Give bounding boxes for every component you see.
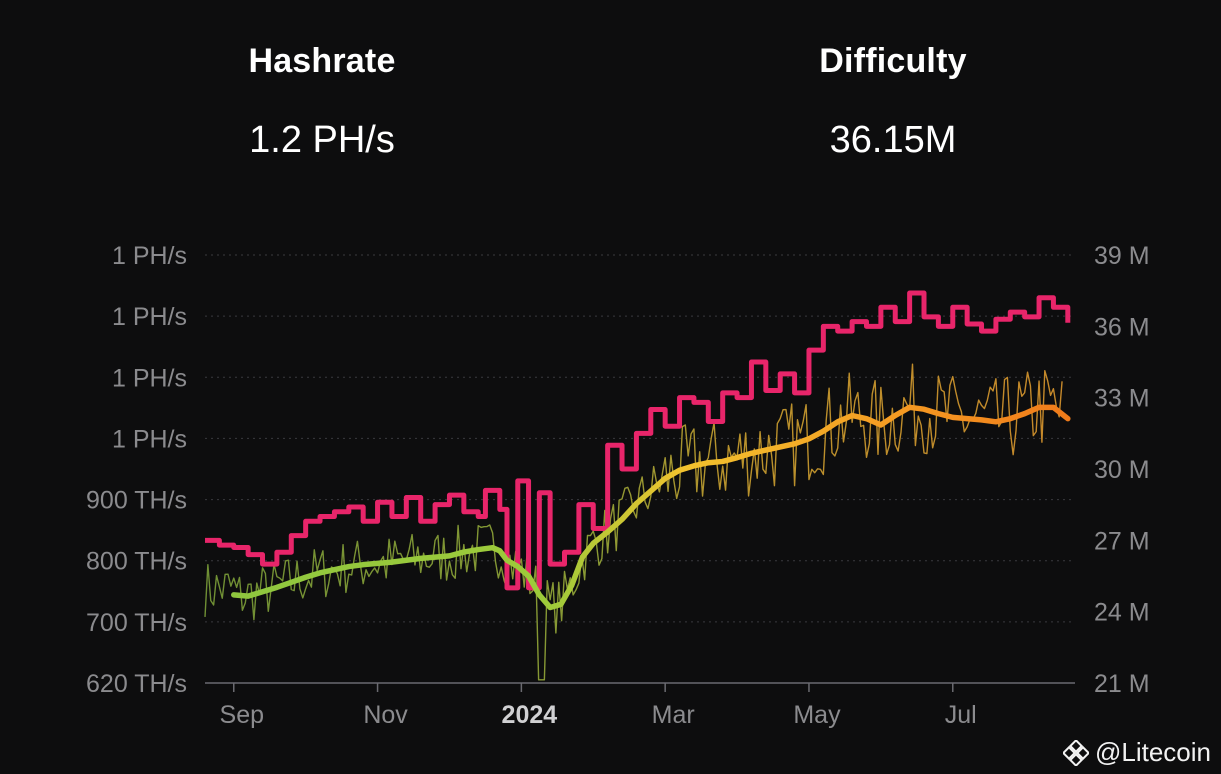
- axis-layer: [205, 682, 1075, 692]
- series-layer: [205, 290, 1071, 611]
- hashrate-avg-line: [231, 404, 1071, 611]
- left-tick-label: 1 PH/s: [112, 242, 187, 270]
- difficulty-label: Difficulty: [819, 42, 967, 80]
- x-tick-label: May: [793, 701, 841, 729]
- x-tick-label: 2024: [502, 701, 558, 729]
- right-tick-label: 33 M: [1094, 385, 1150, 413]
- right-tick-label: 36 M: [1094, 313, 1150, 341]
- binance-square-icon: [1062, 739, 1089, 766]
- difficulty-line: [205, 290, 1071, 591]
- right-tick-label: 24 M: [1094, 599, 1150, 627]
- hashrate-label: Hashrate: [248, 42, 396, 80]
- hashrate-stat: Hashrate 1.2 PH/s: [172, 42, 472, 162]
- left-tick-label: 700 TH/s: [86, 609, 187, 637]
- difficulty-stat: Difficulty 36.15M: [743, 42, 1043, 162]
- left-tick-label: 1 PH/s: [112, 303, 187, 331]
- x-tick-label: Nov: [363, 701, 408, 729]
- right-tick-label: 30 M: [1094, 456, 1150, 484]
- x-tick-label: Mar: [652, 701, 695, 729]
- right-tick-label: 21 M: [1094, 670, 1150, 698]
- x-axis-ticks: Sep Nov 2024 Mar May Jul: [220, 701, 977, 729]
- right-axis-ticks: 39 M 36 M 33 M 30 M 27 M 24 M 21 M: [1094, 242, 1150, 698]
- left-tick-label: 900 TH/s: [86, 487, 187, 515]
- left-tick-label: 800 TH/s: [86, 548, 187, 576]
- left-tick-label: 620 TH/s: [86, 670, 187, 698]
- left-tick-label: 1 PH/s: [112, 425, 187, 453]
- left-axis-ticks: 1 PH/s 1 PH/s 1 PH/s 1 PH/s 900 TH/s 800 TH/s…: [86, 242, 187, 698]
- x-tick-label: Sep: [220, 701, 264, 729]
- right-tick-label: 27 M: [1094, 527, 1150, 555]
- left-tick-label: 1 PH/s: [112, 364, 187, 392]
- right-tick-label: 39 M: [1094, 242, 1150, 270]
- grid-lines: [205, 254, 1075, 623]
- watermark-text: @Litecoin: [1094, 737, 1211, 767]
- watermark: @Litecoin: [1062, 737, 1211, 768]
- difficulty-value: 36.15M: [829, 119, 957, 161]
- x-tick-label: Jul: [945, 701, 977, 729]
- hashrate-raw-layer: [204, 363, 1063, 681]
- hashrate-value: 1.2 PH/s: [249, 119, 395, 161]
- hashrate-raw-line: [204, 363, 1063, 681]
